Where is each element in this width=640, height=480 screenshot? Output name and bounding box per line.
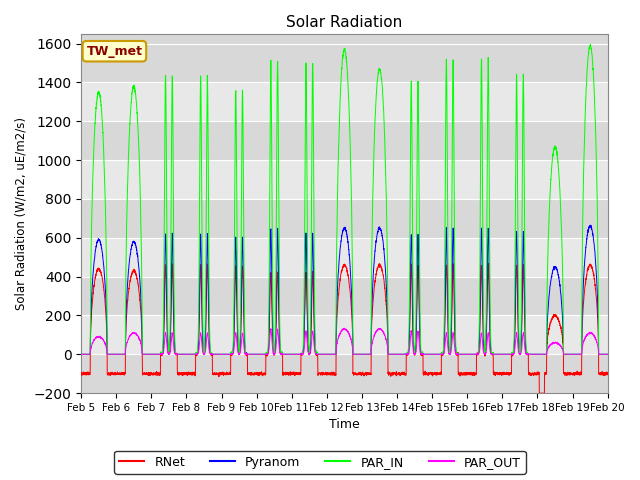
PAR_IN — [433, 351, 441, 357]
Bar — [81, 121, 608, 160]
X-axis label: Time: Time — [329, 419, 360, 432]
Pyranom — [492, 351, 500, 357]
Bar — [81, 238, 608, 276]
RNet — [324, 372, 332, 377]
PAR_IN — [172, 351, 180, 357]
RNet — [536, 390, 543, 396]
Pyranom — [77, 351, 85, 357]
Line: PAR_IN: PAR_IN — [81, 44, 608, 354]
PAR_IN — [492, 351, 500, 357]
RNet — [77, 370, 85, 375]
Bar — [81, 83, 608, 121]
RNet — [492, 370, 500, 375]
Pyranom — [172, 350, 180, 356]
Line: Pyranom: Pyranom — [81, 225, 608, 354]
PAR_IN — [77, 351, 85, 357]
Pyranom — [324, 351, 332, 357]
PAR_IN — [604, 351, 611, 357]
Bar — [81, 354, 608, 393]
RNet — [172, 350, 180, 356]
Bar — [81, 44, 608, 83]
PAR_IN — [462, 351, 470, 357]
PAR_OUT — [463, 351, 470, 357]
Bar — [81, 315, 608, 354]
Bar — [81, 160, 608, 199]
PAR_OUT — [324, 351, 332, 357]
PAR_IN — [324, 351, 332, 357]
Title: Solar Radiation: Solar Radiation — [286, 15, 403, 30]
Pyranom — [462, 351, 470, 357]
Line: RNet: RNet — [81, 263, 608, 393]
Text: TW_met: TW_met — [86, 45, 143, 58]
Legend: RNet, Pyranom, PAR_IN, PAR_OUT: RNet, Pyranom, PAR_IN, PAR_OUT — [115, 451, 525, 474]
Y-axis label: Solar Radiation (W/m2, uE/m2/s): Solar Radiation (W/m2, uE/m2/s) — [15, 117, 28, 310]
Pyranom — [604, 351, 611, 357]
PAR_OUT — [340, 325, 348, 331]
RNet — [433, 372, 441, 377]
Bar — [81, 199, 608, 238]
Pyranom — [433, 351, 441, 357]
PAR_OUT — [77, 351, 85, 357]
RNet — [484, 260, 492, 266]
Line: PAR_OUT: PAR_OUT — [81, 328, 608, 354]
RNet — [462, 370, 470, 375]
PAR_OUT — [433, 351, 441, 357]
Bar — [81, 276, 608, 315]
Pyranom — [587, 222, 595, 228]
RNet — [604, 372, 612, 378]
PAR_OUT — [604, 351, 612, 357]
PAR_IN — [604, 351, 612, 357]
PAR_OUT — [172, 351, 180, 357]
Pyranom — [604, 351, 612, 357]
RNet — [604, 372, 611, 377]
PAR_OUT — [492, 351, 500, 357]
PAR_IN — [587, 41, 595, 47]
PAR_OUT — [604, 351, 611, 357]
